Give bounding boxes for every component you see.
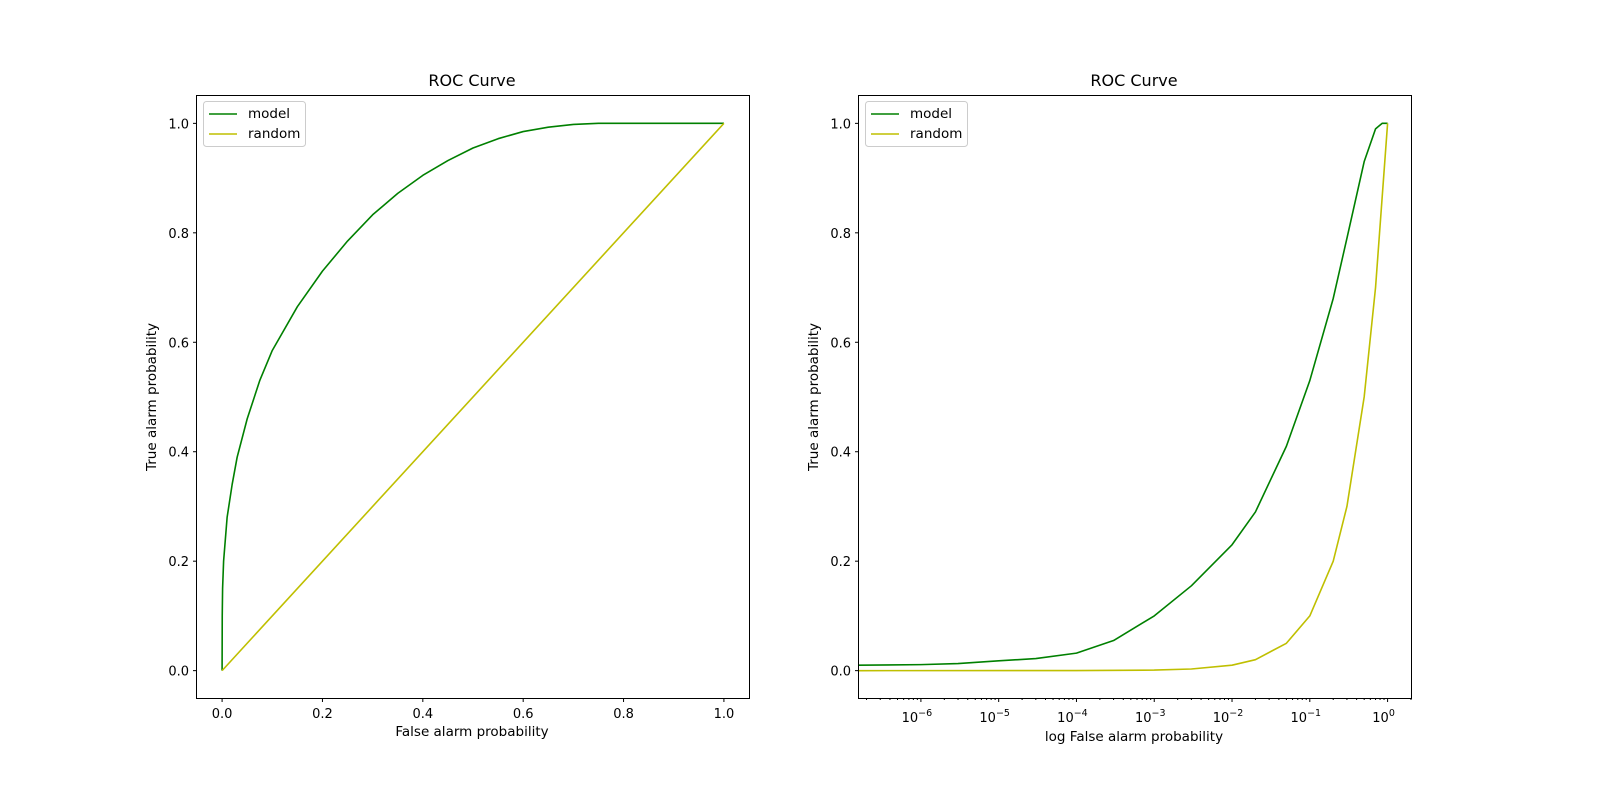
x-tick-label: 10−3 <box>1135 708 1166 726</box>
x-axis-label: log False alarm probability <box>1045 729 1223 745</box>
y-axis-label: True alarm probability <box>806 323 822 472</box>
x-tick-label: 0.8 <box>613 707 634 722</box>
y-tick-label: 0.8 <box>168 227 189 242</box>
y-tick-label: 0.4 <box>168 446 189 461</box>
legend-label-model: model <box>910 106 952 122</box>
legend-label-random: random <box>910 126 962 142</box>
y-axis-ticks: 0.0 0.2 0.4 0.6 0.8 1.0 <box>168 117 197 680</box>
x-tick-label: 10−2 <box>1213 708 1244 726</box>
series-line-model <box>221 122 724 671</box>
series-line-random <box>858 123 1389 672</box>
x-tick-label: 10−5 <box>979 708 1010 726</box>
legend-box <box>865 101 968 147</box>
x-tick-label: 0.2 <box>312 707 333 722</box>
roc-log-chart: ROC Curve 10−6 10−5 10−4 10−3 10−2 10−1 100 0.… <box>806 71 1412 745</box>
chart-title: ROC Curve <box>428 71 515 90</box>
x-tick-label: 0.6 <box>513 707 534 722</box>
plot-frame <box>196 95 750 699</box>
series-line-model <box>858 122 1388 666</box>
series-line-random <box>221 122 725 672</box>
y-tick-label: 0.0 <box>168 665 189 680</box>
x-tick-label: 0.4 <box>412 707 433 722</box>
y-tick-label: 0.2 <box>168 555 189 570</box>
y-tick-label: 1.0 <box>168 117 189 132</box>
x-tick-label: 10−6 <box>902 708 933 726</box>
legend-label-random: random <box>248 126 300 142</box>
plot-frame <box>858 95 1412 699</box>
chart-title: ROC Curve <box>1090 71 1177 90</box>
x-axis-label: False alarm probability <box>395 724 548 740</box>
legend-label-model: model <box>248 106 290 122</box>
x-axis-ticks: 10−6 10−5 10−4 10−3 10−2 10−1 100 <box>866 698 1412 726</box>
y-tick-label: 0.4 <box>830 446 851 461</box>
roc-linear-chart: ROC Curve 0.0 0.2 0.4 0.6 0.8 1.0 0.00.20.40.… <box>144 71 750 740</box>
legend: model random <box>865 101 968 147</box>
y-tick-label: 0.0 <box>830 665 851 680</box>
series-lines <box>221 122 725 672</box>
y-axis-label: True alarm probability <box>144 323 160 472</box>
y-tick-label: 0.2 <box>830 555 851 570</box>
legend: model random <box>203 101 306 147</box>
y-axis-ticks: 0.0 0.2 0.4 0.6 0.8 1.0 <box>830 117 859 680</box>
y-tick-label: 1.0 <box>830 117 851 132</box>
y-tick-label: 0.6 <box>168 336 189 351</box>
y-tick-label: 0.8 <box>830 227 851 242</box>
y-tick-label: 0.6 <box>830 336 851 351</box>
x-tick-label: 10−4 <box>1057 708 1088 726</box>
x-tick-label: 1.0 <box>714 707 735 722</box>
x-tick-label: 100 <box>1372 708 1395 726</box>
x-axis-ticks: 0.0 0.2 0.4 0.6 0.8 1.0 <box>212 698 735 722</box>
legend-box <box>203 101 306 147</box>
series-lines <box>858 122 1389 672</box>
x-tick-label: 10−1 <box>1291 708 1322 726</box>
x-tick-label: 0.0 <box>212 707 233 722</box>
